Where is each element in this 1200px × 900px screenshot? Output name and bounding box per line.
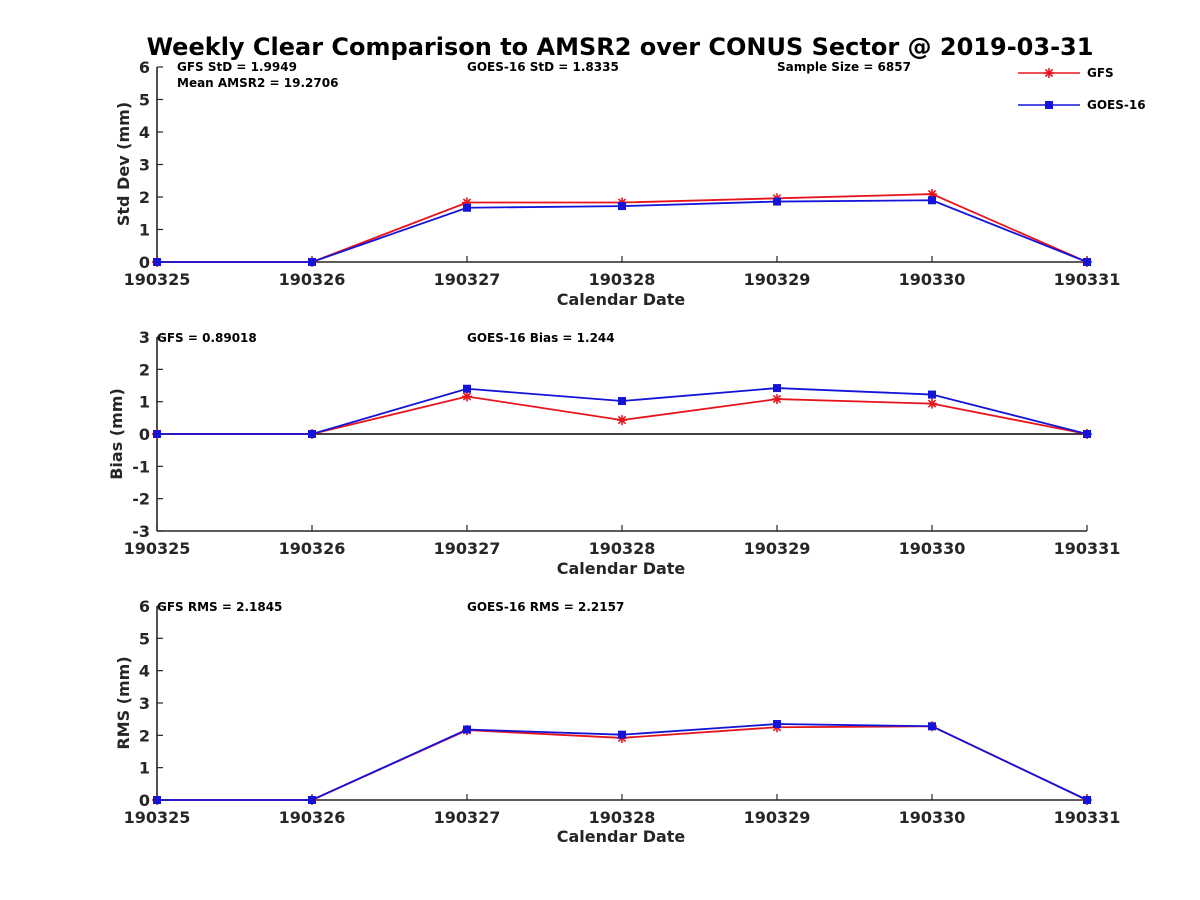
- std-dev-panel: GFS StD = 1.9949 Mean AMSR2 = 19.2706 GO…: [114, 58, 1120, 309]
- y-tick-label: 5: [139, 629, 150, 648]
- gfs-bias-annotation: GFS = 0.89018: [157, 331, 257, 345]
- data-point-goes16: [928, 390, 936, 399]
- y-tick-label: 1: [139, 221, 150, 240]
- sample-size-annotation: Sample Size = 6857: [777, 60, 911, 74]
- legend-label-gfs: GFS: [1087, 66, 1114, 80]
- x-tick-label: 190327: [434, 808, 501, 827]
- data-point-goes16: [618, 202, 626, 211]
- x-tick-label: 190328: [589, 539, 656, 558]
- data-point-goes16: [463, 203, 471, 212]
- x-tick-label: 190329: [744, 539, 811, 558]
- x-tick-label: 190330: [899, 270, 966, 289]
- x-tick-label: 190329: [744, 270, 811, 289]
- data-point-goes16: [928, 722, 936, 731]
- y-tick-label: 1: [139, 759, 150, 778]
- data-point-goes16: [463, 384, 471, 393]
- data-point-goes16: [153, 796, 161, 804]
- rms-panel: GFS RMS = 2.1845 GOES-16 RMS = 2.2157 RM…: [114, 597, 1120, 846]
- y-tick-label: 1: [139, 393, 150, 412]
- data-point-goes16: [308, 258, 316, 266]
- legend-marker-goes16: [1045, 101, 1053, 109]
- x-tick-label: 190329: [744, 808, 811, 827]
- y-tick-label: 6: [139, 597, 150, 616]
- y-tick-label: 2: [139, 726, 150, 745]
- y-tick-label: 3: [139, 156, 150, 175]
- data-point-goes16: [773, 197, 781, 206]
- data-point-goes16: [463, 725, 471, 734]
- y-tick-label: 0: [139, 253, 150, 272]
- legend-marker-symbol: [1044, 68, 1054, 78]
- x-tick-label: 190326: [279, 539, 346, 558]
- y-tick-label: 0: [139, 791, 150, 810]
- x-tick-label: 190325: [124, 808, 191, 827]
- data-point-gfs: [617, 415, 627, 426]
- data-point-goes16: [1083, 430, 1091, 438]
- y-tick-label: 6: [139, 58, 150, 77]
- data-point-gfs: [927, 398, 937, 409]
- x-axis-label-bias: Calendar Date: [557, 559, 686, 578]
- x-tick-label: 190331: [1054, 270, 1121, 289]
- x-axis-label-rms: Calendar Date: [557, 827, 686, 846]
- legend-marker-gfs: [1044, 68, 1054, 78]
- y-tick-label: -2: [132, 490, 150, 509]
- x-tick-label: 190328: [589, 808, 656, 827]
- y-tick-label: 3: [139, 694, 150, 713]
- data-point-goes16: [153, 430, 161, 438]
- x-tick-label: 190327: [434, 539, 501, 558]
- y-tick-label: -3: [132, 522, 150, 541]
- data-point-goes16: [928, 196, 936, 205]
- data-point-goes16: [773, 384, 781, 393]
- data-point-goes16: [153, 258, 161, 266]
- legend-label-goes16: GOES-16: [1087, 98, 1146, 112]
- data-point-goes16: [308, 430, 316, 438]
- data-point-goes16: [308, 796, 316, 804]
- y-axis-label-rms: RMS (mm): [114, 656, 133, 749]
- y-tick-label: 4: [139, 123, 150, 142]
- x-tick-label: 190325: [124, 539, 191, 558]
- goes16-rms-annotation: GOES-16 RMS = 2.2157: [467, 600, 624, 614]
- gfs-rms-annotation: GFS RMS = 2.1845: [157, 600, 282, 614]
- y-tick-label: 2: [139, 360, 150, 379]
- data-point-gfs: [462, 391, 472, 402]
- data-point-gfs: [772, 394, 782, 405]
- legend-marker-symbol: [1045, 101, 1053, 109]
- data-point-goes16: [618, 397, 626, 406]
- legend: GFS GOES-16: [1018, 66, 1146, 112]
- x-tick-label: 190325: [124, 270, 191, 289]
- data-point-goes16: [618, 730, 626, 739]
- bias-panel: GFS = 0.89018 GOES-16 Bias = 1.244 Bias …: [107, 328, 1120, 578]
- series-line-goes16: [157, 387, 1088, 435]
- x-axis-label-std-dev: Calendar Date: [557, 290, 686, 309]
- x-tick-label: 190331: [1054, 808, 1121, 827]
- goes16-std-annotation: GOES-16 StD = 1.8335: [467, 60, 619, 74]
- data-point-goes16: [1083, 258, 1091, 266]
- chart-title: Weekly Clear Comparison to AMSR2 over CO…: [147, 33, 1094, 61]
- x-tick-label: 190330: [899, 539, 966, 558]
- y-tick-label: 5: [139, 91, 150, 110]
- x-tick-label: 190331: [1054, 539, 1121, 558]
- y-tick-label: 4: [139, 662, 150, 681]
- y-tick-label: 2: [139, 188, 150, 207]
- x-tick-label: 190330: [899, 808, 966, 827]
- y-axis-label-std-dev: Std Dev (mm): [114, 102, 133, 226]
- y-axis-label-bias: Bias (mm): [107, 388, 126, 480]
- y-tick-label: 0: [139, 425, 150, 444]
- y-tick-label: 3: [139, 328, 150, 347]
- x-tick-label: 190326: [279, 808, 346, 827]
- x-tick-label: 190327: [434, 270, 501, 289]
- y-tick-label: -1: [132, 457, 150, 476]
- data-point-goes16: [773, 720, 781, 729]
- goes16-bias-annotation: GOES-16 Bias = 1.244: [467, 331, 615, 345]
- x-tick-label: 190328: [589, 270, 656, 289]
- data-point-goes16: [1083, 796, 1091, 804]
- mean-amsr2-annotation: Mean AMSR2 = 19.2706: [177, 76, 338, 90]
- gfs-std-annotation: GFS StD = 1.9949: [177, 60, 297, 74]
- x-tick-label: 190326: [279, 270, 346, 289]
